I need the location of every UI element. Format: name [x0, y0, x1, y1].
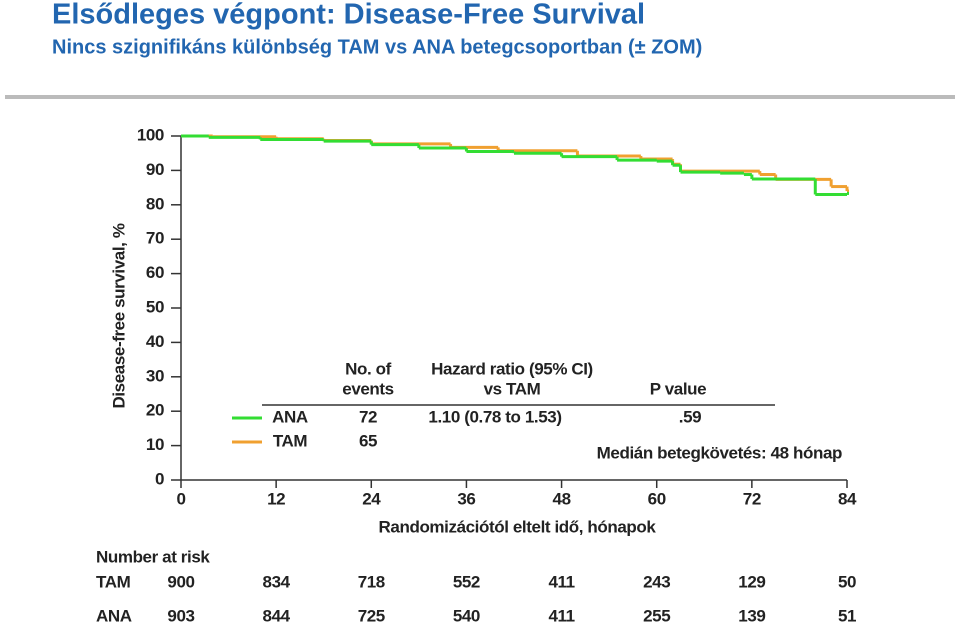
y-tick-label: 100	[137, 125, 164, 144]
header: vs TAM	[484, 379, 541, 398]
x-tick-label: 72	[743, 489, 761, 508]
header: events	[342, 379, 393, 398]
y-tick-label: 20	[146, 401, 164, 420]
risk-count: 900	[167, 572, 194, 591]
y-tick-label: 30	[146, 366, 164, 385]
risk-count: 552	[453, 572, 480, 591]
cell: 1.10 (0.78 to 1.53)	[428, 407, 561, 426]
risk-count: 255	[643, 606, 670, 625]
x-tick-label: 24	[362, 489, 381, 508]
x-tick-label: 12	[267, 489, 285, 508]
risk-count: 844	[263, 606, 291, 625]
x-tick-label: 84	[838, 489, 857, 508]
risk-title: Number at risk	[96, 547, 210, 566]
risk-row-name: TAM	[96, 572, 131, 591]
risk-count: 129	[738, 572, 765, 591]
risk-count: 725	[358, 606, 385, 625]
subtitle: Nincs szignifikáns különbség TAM vs ANA …	[52, 36, 702, 58]
title: Elsődleges végpont: Disease-Free Surviva…	[52, 0, 645, 31]
risk-count: 50	[838, 572, 856, 591]
x-tick-label: 48	[553, 489, 571, 508]
y-axis-label: Disease-free survival, %	[109, 223, 128, 408]
x-tick-label: 36	[457, 489, 475, 508]
y-tick-label: 70	[146, 229, 164, 248]
y-tick-label: 80	[146, 194, 164, 213]
risk-count: 139	[738, 606, 765, 625]
risk-count: 718	[358, 572, 385, 591]
risk-count: 411	[548, 572, 574, 591]
annotation: Medián betegkövetés: 48 hónap	[597, 443, 842, 462]
risk-count: 903	[167, 606, 194, 625]
y-tick-label: 50	[146, 297, 164, 316]
y-tick-label: 10	[146, 435, 164, 454]
risk-count: 411	[548, 606, 574, 625]
risk-count: 243	[643, 572, 670, 591]
cell: ANA	[272, 407, 308, 426]
cell: .59	[679, 407, 701, 426]
cell: 72	[359, 407, 377, 426]
header: No. of	[345, 359, 391, 378]
risk-count: 834	[263, 572, 291, 591]
x-axis-label: Randomizációtól eltelt idő, hónapok	[379, 517, 657, 536]
header: Hazard ratio (95% CI)	[431, 359, 593, 378]
header: P value	[650, 379, 706, 398]
y-tick-label: 60	[146, 263, 164, 282]
y-tick-label: 90	[146, 160, 164, 179]
risk-row-name: ANA	[96, 606, 132, 625]
x-tick-label: 60	[648, 489, 666, 508]
y-tick-label: 40	[146, 332, 164, 351]
cell: 65	[359, 431, 377, 450]
y-tick-label: 0	[155, 469, 164, 488]
risk-count: 51	[838, 606, 856, 625]
risk-count: 540	[453, 606, 480, 625]
cell: TAM	[273, 431, 308, 450]
x-tick-label: 0	[176, 489, 185, 508]
